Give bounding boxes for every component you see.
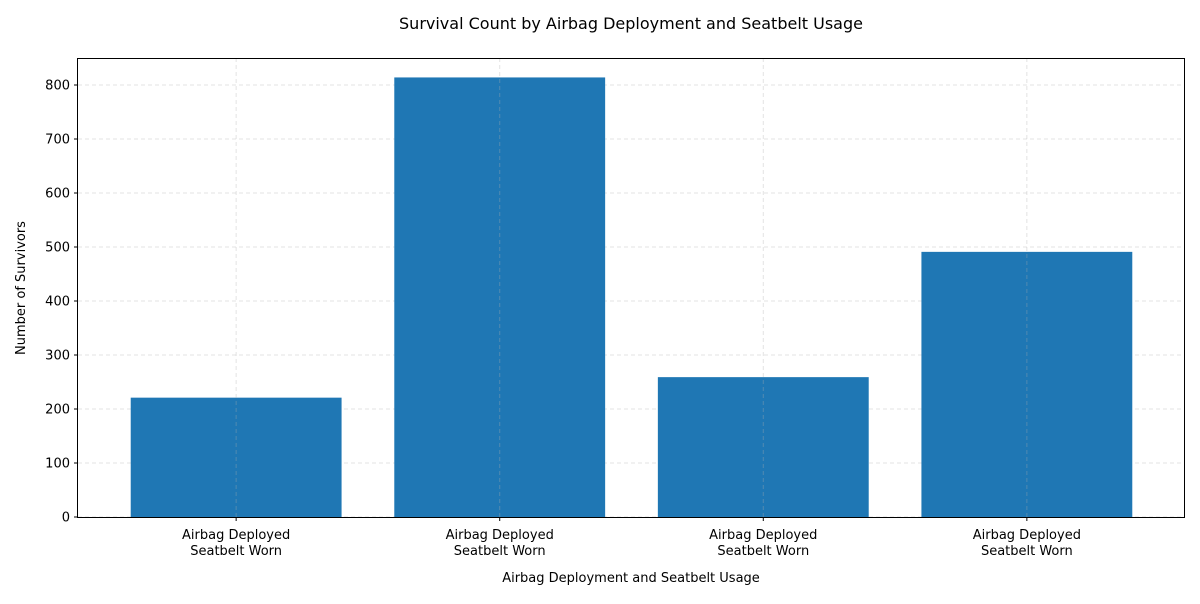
y-tick-label: 100 <box>45 457 70 472</box>
bar <box>394 77 606 517</box>
bar <box>130 397 342 517</box>
plot-frame <box>77 58 1185 518</box>
bar <box>921 251 1133 518</box>
y-tick-label: 200 <box>45 403 70 418</box>
x-tick-label: Airbag Deployed Seatbelt Worn <box>446 528 554 559</box>
y-tick-label: 400 <box>45 295 70 310</box>
bars <box>130 77 1133 518</box>
x-tick-label: Airbag Deployed Seatbelt Worn <box>709 528 817 559</box>
y-tick-label: 800 <box>45 79 70 94</box>
bar <box>657 377 869 517</box>
x-axis-ticks: Airbag Deployed Seatbelt Worn Airbag Deplo… <box>182 517 1081 559</box>
vertical-grid-lines <box>235 58 1028 517</box>
y-tick-label: 700 <box>45 133 70 148</box>
y-tick-label: 300 <box>45 349 70 364</box>
x-axis-label: Airbag Deployment and Seatbelt Usage <box>502 571 760 586</box>
x-tick-label: Airbag Deployed Seatbelt Worn <box>973 528 1081 559</box>
chart-title: Survival Count by Airbag Deployment and … <box>399 14 863 33</box>
y-tick-label: 0 <box>62 511 70 526</box>
y-axis-label: Number of Survivors <box>14 221 29 355</box>
y-axis-ticks: 0 100 200 300 400 500 600 700 800 <box>45 79 78 526</box>
y-tick-label: 500 <box>45 241 70 256</box>
y-tick-label: 600 <box>45 187 70 202</box>
x-tick-label: Airbag Deployed Seatbelt Worn <box>182 528 290 559</box>
